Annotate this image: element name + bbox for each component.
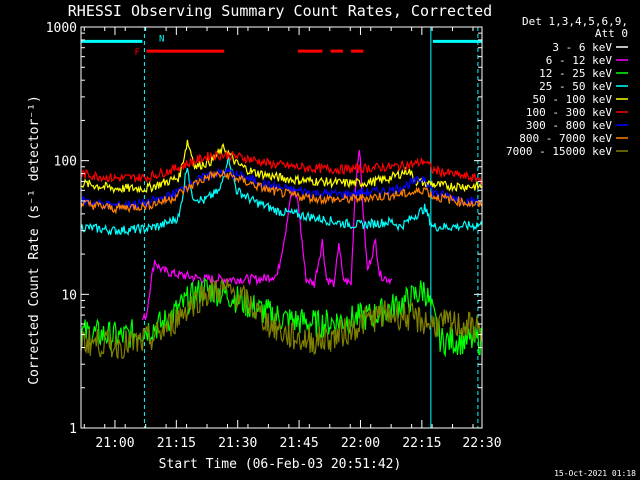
plot-area: NF [80, 27, 483, 428]
x-tick-label-1: 21:15 [157, 436, 196, 451]
legend-label-6: 300 - 800 keV [526, 119, 612, 132]
flag-label-1: F [134, 48, 139, 58]
legend-label-4: 50 - 100 keV [533, 93, 613, 106]
y-tick-label-1: 10 [61, 288, 77, 303]
y-axis-label: Corrected Count Rate (s⁻¹ detector⁻¹) [27, 95, 42, 385]
legend-label-1: 6 - 12 keV [546, 54, 613, 67]
footer-timestamp: 15-Oct-2021 01:18 [554, 469, 636, 478]
series-line-6 [80, 167, 483, 212]
series-line-5 [80, 150, 483, 185]
legend-label-5: 100 - 300 keV [526, 106, 612, 119]
series-line-8 [80, 278, 483, 360]
x-tick-label-4: 22:00 [341, 436, 380, 451]
y-tick-label-3: 1000 [46, 21, 77, 36]
plot-frame [80, 26, 483, 429]
x-tick-label-3: 21:45 [280, 436, 319, 451]
x-axis-label: Start Time (06-Feb-03 20:51:42) [159, 457, 402, 472]
x-tick-label-5: 22:15 [402, 436, 441, 451]
series-line-2 [80, 277, 483, 358]
legend-label-3: 25 - 50 keV [539, 80, 612, 93]
y-tick-label-2: 100 [54, 155, 77, 170]
series-line-1 [141, 150, 393, 321]
flag-label-0: N [159, 34, 164, 44]
series-line-7 [80, 168, 483, 215]
y-tick-label-0: 1 [69, 422, 77, 437]
axes: 1 10 100 1000 21:00 21:15 21:30 21:45 22:00 22:15… [46, 21, 502, 451]
legend-header-0: Det 1,3,4,5,6,9, [522, 15, 628, 28]
x-tick-label-6: 22:30 [462, 436, 501, 451]
x-tick-label-2: 21:30 [218, 436, 257, 451]
legend-label-7: 800 - 7000 keV [519, 132, 612, 145]
chart-title: RHESSI Observing Summary Count Rates, Co… [68, 2, 492, 20]
x-tick-label-0: 21:00 [95, 436, 134, 451]
legend-label-8: 7000 - 15000 keV [506, 145, 612, 158]
legend-label-2: 12 - 25 keV [539, 67, 612, 80]
legend-header-1: Att 0 [595, 27, 628, 40]
series-line-3 [80, 151, 483, 237]
legend-label-0: 3 - 6 keV [552, 41, 612, 54]
